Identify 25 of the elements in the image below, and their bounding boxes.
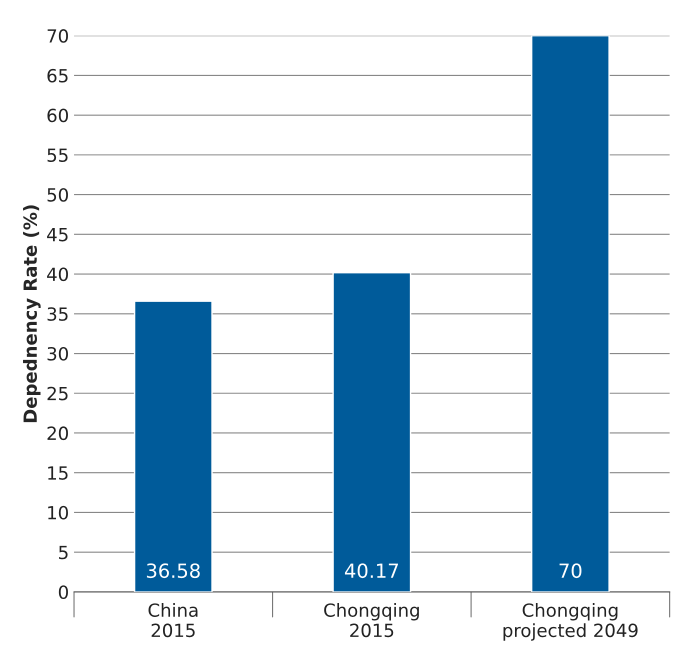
x-tick-label: Chongqing 2015	[324, 603, 419, 638]
y-tick-label: 55	[48, 148, 68, 162]
y-tick-label: 60	[47, 108, 68, 122]
y-tick-label: 0	[58, 585, 68, 600]
y-tick-label: 15	[48, 466, 68, 480]
y-tick-label: 10	[48, 506, 68, 520]
y-axis-title: Depednency Rate (%)	[23, 205, 41, 422]
x-tick-label: China 2015	[148, 603, 198, 638]
y-tick-label: 45	[47, 228, 68, 242]
y-tick-label: 50	[48, 188, 68, 202]
data-label: 40.17	[344, 563, 398, 578]
y-tick-label: 40	[47, 268, 68, 282]
bar	[134, 300, 213, 592]
y-tick-label: 65	[47, 68, 68, 83]
x-tick-label: Chongqing projected 2049	[504, 603, 638, 641]
y-tick-label: 30	[48, 346, 68, 361]
y-tick-label: 20	[48, 426, 68, 440]
y-tick-label: 70	[48, 29, 68, 43]
y-tick-label: 35	[48, 307, 68, 321]
bar	[332, 272, 412, 592]
y-tick-label: 5	[59, 546, 68, 560]
data-label: 70	[560, 563, 582, 578]
bar	[530, 36, 610, 592]
y-tick-label: 25	[48, 386, 68, 400]
data-label: 36.58	[146, 563, 200, 578]
